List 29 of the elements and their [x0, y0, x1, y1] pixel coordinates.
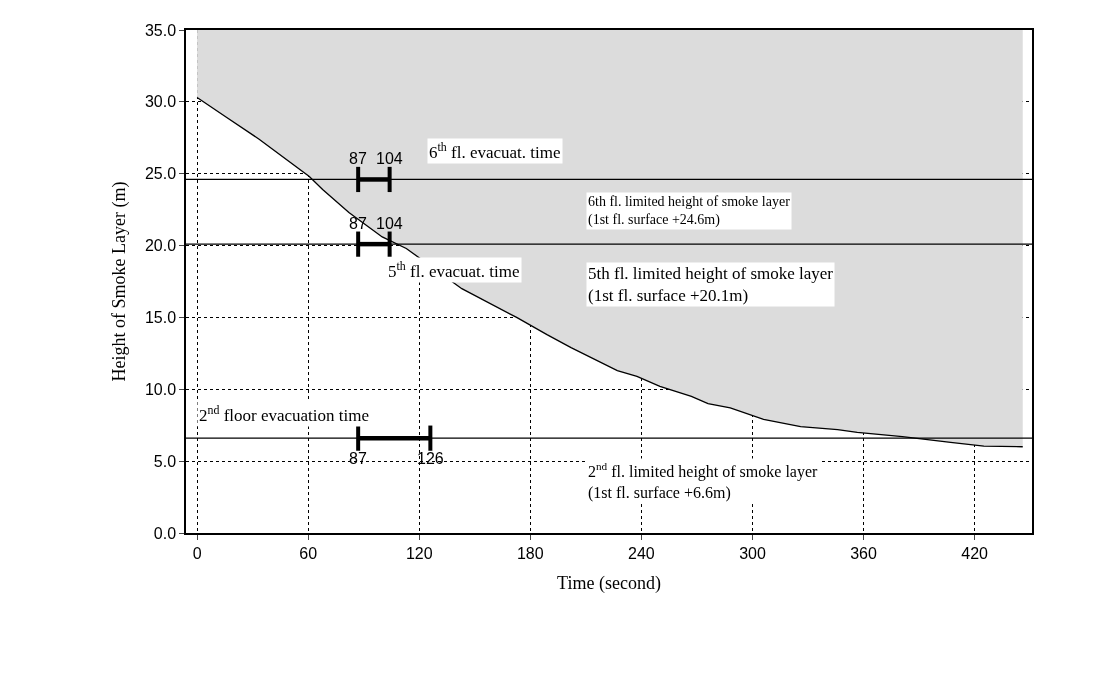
annotation: 104: [376, 215, 403, 232]
y-tick-label: 30.0: [144, 93, 177, 111]
x-tick-label: 420: [961, 544, 989, 562]
y-tick-label: 20.0: [144, 237, 177, 255]
x-tick-label: 300: [739, 544, 766, 562]
y-axis-title: Height of Smoke Layer (m): [108, 181, 130, 382]
x-tick-label: 120: [405, 544, 433, 562]
annotation: 6th fl. limited height of smoke layer (1st fl. surface +24.6m): [588, 194, 791, 229]
y-tick-label: 0.0: [153, 524, 177, 542]
y-tick-label: 15.0: [144, 309, 177, 327]
annotation: 5$^{th}$ fl. evacuat. time: [388, 259, 520, 282]
annotation: 2$^{nd}$ floor evacuation time: [199, 403, 370, 426]
annotation: 6$^{th}$ fl. evacuat. time: [429, 140, 561, 163]
annotation: 87: [349, 215, 367, 232]
annotation: 104: [376, 150, 403, 167]
annotation: 87: [349, 150, 367, 167]
x-tick-label: 180: [516, 544, 544, 562]
y-tick-label: 35.0: [144, 21, 177, 39]
y-tick-label: 5.0: [153, 452, 177, 470]
x-tick-label: 240: [628, 544, 655, 562]
annotation: 5th fl. limited height of smoke layer (1st fl. surface +20.1m): [588, 264, 834, 306]
x-tick-label: 60: [299, 544, 318, 562]
y-tick-label: 10.0: [144, 380, 177, 398]
annotation: 2$^{nd}$ fl. limited height of smoke layer (1st fl. surface +6.6m): [588, 460, 819, 502]
x-tick-label: 0: [192, 544, 202, 562]
annotation: 126: [417, 450, 444, 467]
x-tick-label: 360: [850, 544, 877, 562]
y-tick-label: 25.0: [144, 165, 177, 183]
x-axis-title: Time (second): [557, 572, 661, 594]
